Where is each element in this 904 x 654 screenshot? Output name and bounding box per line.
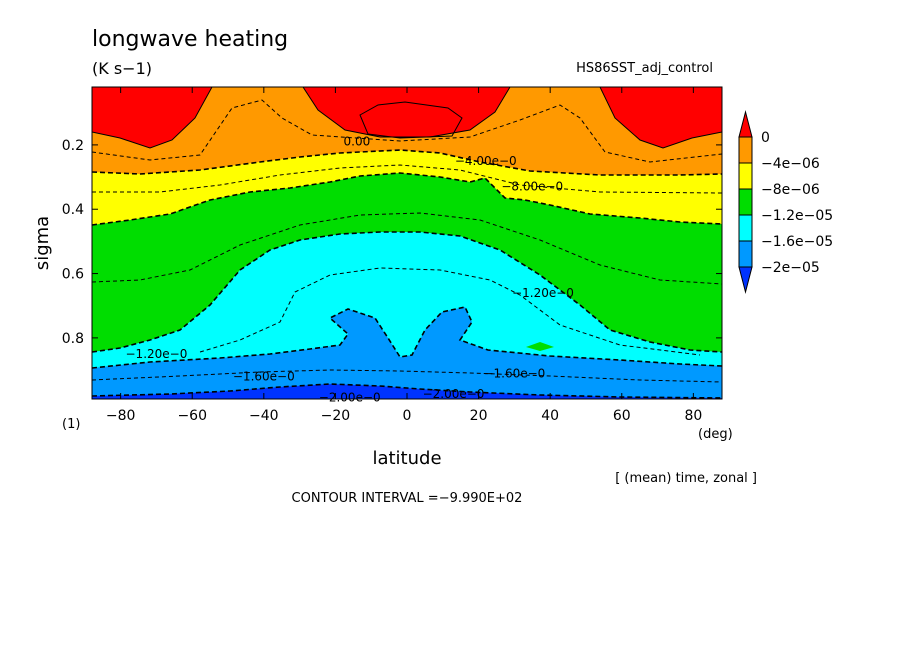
contour-label: −2.00e−0 — [423, 387, 485, 401]
y-axis-label: sigma — [32, 216, 53, 270]
y-axis-note: (1) — [62, 417, 80, 432]
x-tick-label: −40 — [249, 408, 279, 424]
x-tick-label: −80 — [106, 408, 136, 424]
contour-line-minus-1.2e-05 — [92, 231, 722, 353]
band-minus-8e-06-island — [526, 342, 554, 351]
contour-line-positive-core — [359, 101, 463, 139]
colorbar-box — [738, 136, 753, 164]
band-minus-1.6e-05-to-minus-2e-05 — [92, 307, 722, 399]
colorbar-label: −1.6e−05 — [761, 234, 833, 250]
x-axis-label: latitude — [372, 448, 441, 469]
colorbar-bottom-triangle — [738, 266, 753, 294]
contour-label: −1.60e−0 — [483, 366, 545, 380]
y-tick-label: 0.2 — [62, 138, 84, 154]
contour-line-minus-2e-05 — [92, 383, 722, 399]
contour-line-minus-1.4e-05 — [199, 267, 701, 356]
contour-line-minus-4e-06 — [92, 149, 722, 176]
colorbar-box — [738, 188, 753, 216]
contour-line-minus-8e-06 — [92, 172, 722, 226]
contour-line-minus-6e-06 — [92, 164, 722, 194]
x-tick-label: −20 — [321, 408, 351, 424]
contour-fill — [92, 87, 722, 399]
chart-title: longwave heating — [92, 27, 288, 52]
colorbar-label: −1.2e−05 — [761, 208, 833, 224]
colorbar-box — [738, 162, 753, 190]
x-tick-label: 20 — [470, 408, 488, 424]
contour-label: −4.00e−0 — [455, 154, 517, 168]
contour-line-minus-2e-06 — [92, 99, 722, 163]
y-tick-label: 0.6 — [62, 267, 84, 283]
contour-line-minus-1e-05 — [92, 212, 722, 285]
x-tick-label: 0 — [403, 408, 412, 424]
y-tick-label: 0.8 — [62, 331, 84, 347]
x-axis-unit: (deg) — [698, 427, 733, 442]
contour-label: −2.00e−0 — [319, 390, 381, 404]
y-tick-label: 0.4 — [62, 202, 84, 218]
band-below-minus-2e-05 — [92, 384, 722, 399]
colorbar-box — [738, 240, 753, 268]
contour-label: −8.00e−0 — [501, 180, 563, 194]
colorbar-label: −8e−06 — [761, 182, 820, 198]
contour-interval-note: CONTOUR INTERVAL =−9.990E+02 — [292, 491, 523, 506]
contour-label: −1.20e−0 — [512, 286, 574, 300]
colorbar: 0 −4e−06 −8e−06 −1.2e−05 −1.6e−05 −2e−05 — [738, 110, 833, 294]
colorbar-box — [738, 214, 753, 242]
contour-lines — [92, 87, 722, 399]
contour-labels: 0.00 −4.00e−0 −8.00e−0 −1.20e−0 −1.20e−0 −1.6… — [126, 135, 574, 405]
x-tick-label: 80 — [684, 408, 702, 424]
averaging-note: [ (mean) time, zonal ] — [615, 471, 757, 486]
contour-label: 0.00 — [344, 135, 371, 149]
run-name: HS86SST_adj_control — [576, 61, 713, 76]
contour-label: −1.20e−0 — [126, 347, 188, 361]
units-label: (K s−1) — [92, 59, 152, 78]
colorbar-label: −2e−05 — [761, 260, 820, 276]
x-tick-label: 40 — [541, 408, 559, 424]
colorbar-label: 0 — [761, 130, 770, 146]
y-axis: 0.2 0.4 0.6 0.8 — [62, 138, 722, 347]
contour-line-0 — [92, 87, 722, 149]
colorbar-label: −4e−06 — [761, 156, 820, 172]
x-tick-label: 60 — [613, 408, 631, 424]
x-axis: −80 −60 −40 −20 0 20 40 60 80 — [106, 87, 702, 424]
colorbar-top-triangle — [738, 110, 753, 138]
x-tick-label: −60 — [177, 408, 207, 424]
contour-label: −1.60e−0 — [233, 369, 295, 383]
contour-line-minus-1.8e-05 — [92, 369, 722, 383]
